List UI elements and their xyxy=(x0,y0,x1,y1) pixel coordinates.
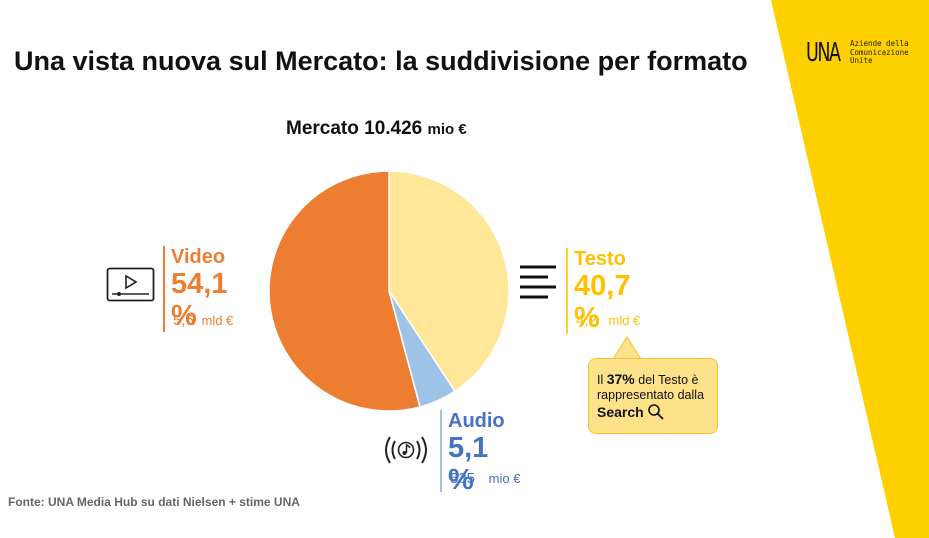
search-callout: Il 37% del Testo è rappresentato dalla S… xyxy=(588,358,718,434)
market-label: Mercato 10.426 xyxy=(286,118,423,139)
video-player-icon xyxy=(106,267,155,302)
segment-audio: Audio 5,1% 535 mio € xyxy=(440,410,520,496)
text-lines-icon xyxy=(520,265,556,299)
testo-value: 4,2 mld € xyxy=(576,312,641,329)
logo-line-2: Comunicazione xyxy=(850,47,909,57)
search-icon xyxy=(648,404,664,420)
logo-line-1: Aziende della xyxy=(850,39,909,48)
logo-line-3: Unite xyxy=(850,56,873,65)
market-total: Mercato 10.426 mio € xyxy=(286,118,467,140)
audio-label: Audio xyxy=(448,410,505,432)
callout-keyword: Search xyxy=(597,404,644,420)
slide-title: Una vista nuova sul Mercato: la suddivis… xyxy=(14,46,748,76)
callout-tail xyxy=(609,336,645,364)
audio-pct: 5,1% xyxy=(448,432,489,496)
callout-cover xyxy=(588,357,719,363)
pie-chart xyxy=(268,170,510,412)
audio-value: 535 mio € xyxy=(450,470,521,487)
testo-pct: 40,7% xyxy=(574,270,631,334)
video-label: Video xyxy=(171,246,226,268)
music-note-icon xyxy=(385,436,427,464)
callout-prefix: Il xyxy=(597,373,604,387)
segment-testo: Testo 40,7% 4,2 mld € xyxy=(566,248,640,334)
source-note: Fonte: UNA Media Hub su dati Nielsen + s… xyxy=(8,495,300,509)
una-logo: UNA Aziende della Comunicazione Unite xyxy=(806,38,916,78)
callout-text: del Testo è rappresentato dalla xyxy=(597,373,705,402)
market-unit: mio € xyxy=(427,121,467,138)
testo-label: Testo xyxy=(574,248,626,270)
video-value: 5,6 mld € xyxy=(173,312,234,329)
logo-text: Aziende della Comunicazione Unite xyxy=(850,39,909,66)
callout-pct: 37% xyxy=(606,371,635,387)
logo-mark: UNA xyxy=(806,38,841,68)
video-pct: 54,1% xyxy=(171,268,228,332)
segment-video: Video 54,1% 5,6 mld € xyxy=(163,246,233,332)
pie-slice-video xyxy=(268,170,421,412)
